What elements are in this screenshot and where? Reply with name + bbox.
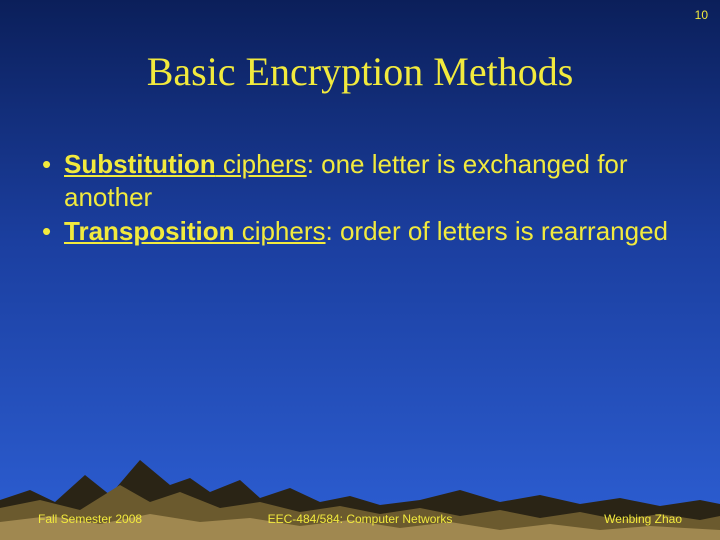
page-number: 10 — [695, 8, 708, 22]
slide-body: • Substitution ciphers: one letter is ex… — [40, 148, 680, 250]
bullet-rest: : order of letters is rearranged — [326, 216, 669, 246]
bullet-text: Transposition ciphers: order of letters … — [64, 215, 680, 248]
bullet-bold: Transposition — [64, 216, 234, 246]
slide-footer: Fall Semester 2008 EEC-484/584: Computer… — [0, 512, 720, 526]
bullet-marker: • — [40, 148, 64, 181]
slide-title: Basic Encryption Methods — [0, 48, 720, 95]
bullet-marker: • — [40, 215, 64, 248]
bullet-underlined-tail: ciphers — [234, 216, 325, 246]
bullet-item: • Substitution ciphers: one letter is ex… — [40, 148, 680, 213]
bullet-item: • Transposition ciphers: order of letter… — [40, 215, 680, 248]
slide: 10 Basic Encryption Methods • Substituti… — [0, 0, 720, 540]
bullet-underlined-tail: ciphers — [216, 149, 307, 179]
bullet-text: Substitution ciphers: one letter is exch… — [64, 148, 680, 213]
footer-right: Wenbing Zhao — [604, 512, 682, 526]
bullet-bold: Substitution — [64, 149, 216, 179]
footer-left: Fall Semester 2008 — [38, 512, 142, 526]
